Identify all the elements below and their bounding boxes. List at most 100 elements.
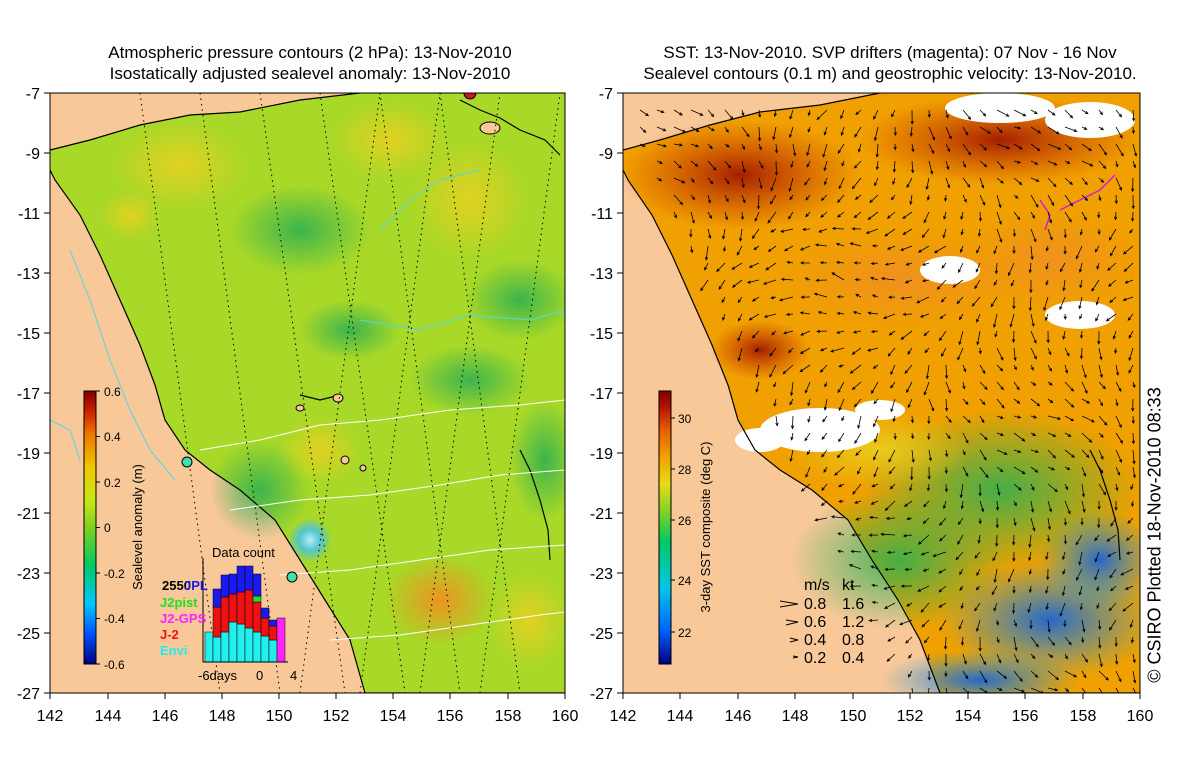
velocity-vector: [707, 109, 715, 118]
velocity-vector: [957, 347, 964, 361]
velocity-vector: [927, 687, 930, 693]
velocity-vector: [1064, 415, 1075, 422]
right-x-tick-label: 152: [897, 708, 924, 725]
velocity-vector: [1109, 585, 1117, 592]
velocity-vector: [656, 109, 665, 114]
velocity-vector: [836, 295, 845, 299]
velocity-vector: [907, 347, 913, 355]
velocity-vector: [1095, 296, 1100, 306]
velocity-vector: [1098, 109, 1104, 116]
velocity-vector: [975, 262, 981, 273]
velocity-vector: [1123, 262, 1134, 273]
left-title-line1: Atmospheric pressure contours (2 hPa): 1…: [108, 43, 512, 62]
velocity-vector: [1114, 194, 1118, 205]
velocity-vector: [849, 364, 862, 374]
velocity-vector: [1130, 500, 1135, 508]
velocity-vector: [690, 126, 700, 132]
velocity-vector: [721, 296, 726, 304]
velocity-vector: [773, 109, 777, 118]
velocity-vector: [1079, 347, 1084, 360]
velocity-vector: [816, 329, 828, 333]
velocity-vector: [835, 242, 845, 247]
velocity-vector: [1045, 262, 1049, 270]
velocity-vector: [957, 534, 964, 545]
data-count-bar: [252, 601, 262, 633]
velocity-vector: [800, 483, 811, 492]
right-sst-blobs: [623, 95, 1140, 693]
velocity-vector: [1124, 279, 1134, 284]
velocity-vector: [962, 381, 966, 390]
velocity-vector: [1063, 534, 1068, 545]
velocity-vector: [1131, 398, 1135, 412]
velocity-vector: [807, 109, 811, 117]
velocity-vector: [1029, 279, 1033, 294]
velocity-vector: [996, 687, 1003, 691]
velocity-vector: [823, 126, 828, 136]
velocity-vector: [959, 483, 964, 499]
velocity-vector: [1064, 449, 1075, 458]
velocity-vector: [1129, 619, 1134, 629]
right-title-line2: Sealevel contours (0.1 m) and geostrophi…: [643, 64, 1137, 83]
velocity-vector: [911, 687, 914, 693]
velocity-vector: [769, 347, 777, 357]
velocity-vector: [977, 228, 982, 238]
velocity-vector: [1075, 245, 1083, 260]
velocity-vector: [767, 245, 777, 252]
velocity-vector: [1132, 670, 1137, 684]
velocity-vector: [748, 313, 760, 321]
velocity-vector: [758, 143, 762, 151]
velocity-vector: [788, 347, 794, 354]
velocity-vector: [885, 516, 896, 521]
left-y-tick-label: -19: [17, 446, 40, 463]
velocity-vector: [996, 466, 1004, 473]
velocity-vector: [911, 449, 915, 464]
velocity-vector: [1013, 517, 1017, 527]
velocity-vector: [921, 262, 930, 266]
velocity-vector: [707, 143, 713, 150]
velocity-vector: [1115, 449, 1122, 464]
velocity-vector: [1078, 296, 1083, 310]
velocity-vector: [978, 517, 982, 525]
velocity-vector: [785, 312, 794, 316]
velocity-vector: [807, 126, 811, 133]
velocity-vector: [1129, 228, 1134, 234]
velocity-vector: [707, 126, 715, 132]
velocity-vector: [978, 211, 983, 222]
velocity-vector: [944, 398, 949, 412]
left-x-tick-label: 146: [152, 708, 179, 725]
velocity-vector: [854, 500, 862, 504]
velocity-vector: [992, 551, 998, 562]
velocity-vector: [875, 143, 879, 158]
data-count-bar: [212, 606, 222, 638]
velocity-vector: [851, 347, 862, 355]
velocity-vector: [804, 381, 811, 394]
velocity-vector: [957, 517, 964, 526]
velocity-vector: [807, 398, 811, 407]
velocity-vector: [1128, 364, 1134, 374]
velocity-vector: [755, 364, 760, 379]
sealevel-colorbar-tick: 0: [104, 521, 111, 535]
velocity-vector: [883, 585, 896, 590]
velocity-vector: [993, 245, 998, 255]
velocity-vector: [1098, 160, 1107, 170]
velocity-vector: [770, 295, 777, 300]
velocity-vector: [871, 381, 879, 395]
velocity-vector: [875, 160, 879, 171]
velocity-vector: [789, 194, 794, 201]
velocity-vector: [1079, 330, 1084, 339]
velocity-vector: [837, 211, 845, 218]
velocity-vector: [1029, 620, 1033, 630]
velocity-vector: [1030, 143, 1041, 152]
credit-text: © CSIRO Plotted 18-Nov-2010 08:33: [1144, 387, 1165, 683]
velocity-vector: [960, 211, 964, 220]
left-pressure-contours: [199, 399, 565, 641]
velocity-vector: [869, 515, 879, 520]
velocity-vector: [944, 364, 949, 380]
velocity-vector: [857, 466, 862, 475]
velocity-vector: [1122, 602, 1134, 612]
velocity-vector: [1059, 262, 1066, 273]
velocity-vector: [928, 398, 935, 412]
velocity-vector: [806, 143, 811, 157]
velocity-vector: [979, 500, 985, 513]
velocity-vector: [927, 432, 931, 441]
